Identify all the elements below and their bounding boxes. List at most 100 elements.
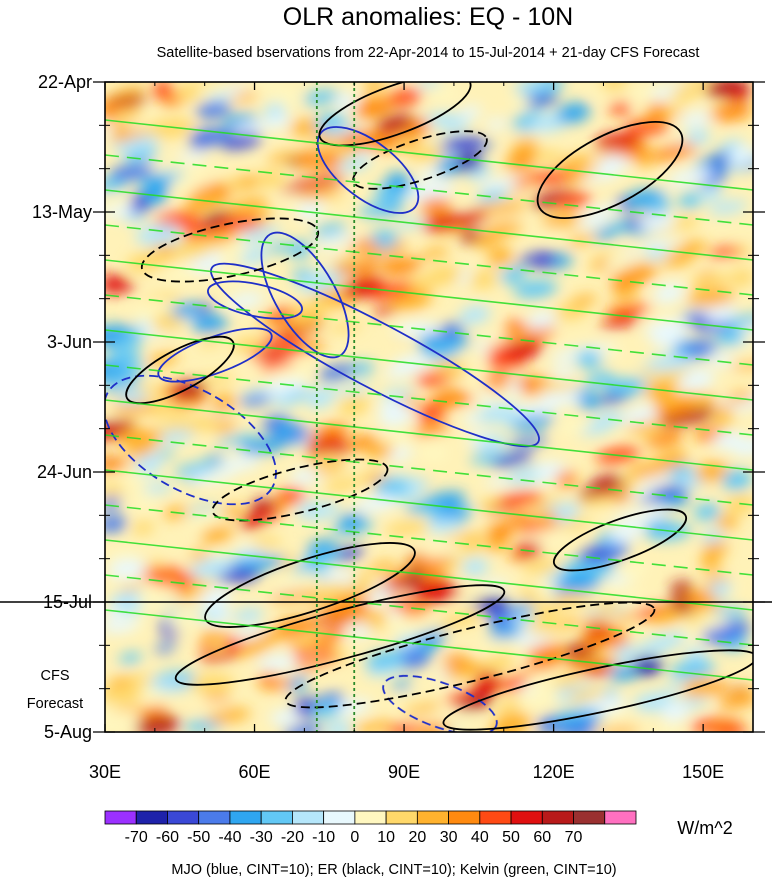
field-blob <box>687 288 735 308</box>
colorbar-box <box>292 810 325 825</box>
colorbar-box <box>385 810 418 825</box>
field-blob <box>584 625 612 638</box>
colorbar-box <box>198 810 231 825</box>
colorbar-label: 60 <box>533 829 551 846</box>
field-blob <box>527 94 559 106</box>
field-blob <box>324 721 353 732</box>
colorbar-label: 70 <box>565 829 583 846</box>
field-blob <box>376 114 414 132</box>
field-blob <box>484 372 511 390</box>
field-blob <box>491 452 535 467</box>
field-blob <box>105 332 120 347</box>
field-blob <box>236 175 260 189</box>
field-blob <box>123 150 159 162</box>
field-blob <box>515 402 560 415</box>
field-blob <box>615 644 637 663</box>
field-blob <box>135 224 180 245</box>
field-blob <box>591 634 630 649</box>
field-blob <box>478 639 516 651</box>
field-blob <box>406 702 441 715</box>
field-blob <box>693 503 721 521</box>
field-blob <box>597 725 641 732</box>
field-blob <box>249 537 282 549</box>
field-blob <box>496 492 544 507</box>
wave-filtered-contours <box>105 82 753 732</box>
field-blob <box>354 97 394 119</box>
colorbar-label: -50 <box>187 829 210 846</box>
field-blob <box>391 681 413 691</box>
field-blob <box>338 513 365 532</box>
field-blob <box>577 214 608 228</box>
field-blob <box>323 478 361 493</box>
kelvin-contour <box>105 399 753 471</box>
field-blob <box>275 397 301 408</box>
field-blob <box>196 609 227 619</box>
field-blob <box>256 654 298 670</box>
field-blob <box>599 317 640 328</box>
x-tick-label: 150E <box>682 762 724 782</box>
er-contour <box>211 458 389 522</box>
field-blob <box>597 153 631 173</box>
y-tick-label: 5-Aug <box>44 722 92 742</box>
field-blob <box>171 238 215 259</box>
field-blob <box>461 557 489 577</box>
field-blob <box>161 267 201 284</box>
field-blob <box>428 336 472 350</box>
field-blob <box>267 242 292 253</box>
field-blob <box>132 521 155 535</box>
kelvin-contour <box>105 469 753 541</box>
field-blob <box>355 494 399 513</box>
x-tick-label: 30E <box>89 762 121 782</box>
field-blob <box>199 650 240 662</box>
field-blob <box>119 129 150 139</box>
field-blob <box>111 86 146 99</box>
field-blob <box>533 511 558 526</box>
field-blob <box>701 529 724 544</box>
field-blob <box>416 82 441 88</box>
plot-area <box>105 82 753 732</box>
field-blob <box>475 190 509 203</box>
field-blob <box>648 607 682 625</box>
colorbar-label: 0 <box>350 829 359 846</box>
colorbar-label: 10 <box>377 829 395 846</box>
field-blob <box>105 618 139 633</box>
field-blob <box>475 435 508 453</box>
field-blob <box>486 118 508 130</box>
field-blob <box>232 336 265 353</box>
field-blob <box>458 305 491 325</box>
field-blob <box>650 83 691 99</box>
field-blob <box>119 652 142 664</box>
field-blob <box>105 577 143 587</box>
field-blob <box>708 247 742 258</box>
field-blob <box>167 610 202 631</box>
er-contour <box>284 601 656 709</box>
field-blob <box>528 618 566 635</box>
field-blob <box>698 186 723 202</box>
colorbar-label: -30 <box>250 829 273 846</box>
field-blob <box>377 258 424 273</box>
field-blob <box>511 415 555 430</box>
colorbar-label: -10 <box>312 829 335 846</box>
field-blob <box>618 560 649 580</box>
field-blob <box>524 670 556 691</box>
er-contour <box>204 542 416 628</box>
field-blob <box>505 328 528 341</box>
field-blob <box>253 171 287 188</box>
field-blob <box>644 319 691 338</box>
field-blob <box>508 613 537 625</box>
field-blob <box>607 251 631 266</box>
field-blob <box>190 557 235 579</box>
field-blob <box>263 103 286 119</box>
field-blob <box>366 664 404 677</box>
field-blob <box>609 524 644 543</box>
field-blob <box>557 154 595 167</box>
mjo-contour <box>207 280 303 320</box>
field-blob <box>469 270 499 289</box>
field-blob <box>550 675 582 688</box>
er-contour <box>174 584 506 686</box>
field-blob <box>728 146 753 164</box>
colorbar-label: 50 <box>502 829 520 846</box>
field-blob <box>147 677 189 688</box>
field-blob <box>266 364 314 382</box>
field-blob <box>185 509 229 528</box>
